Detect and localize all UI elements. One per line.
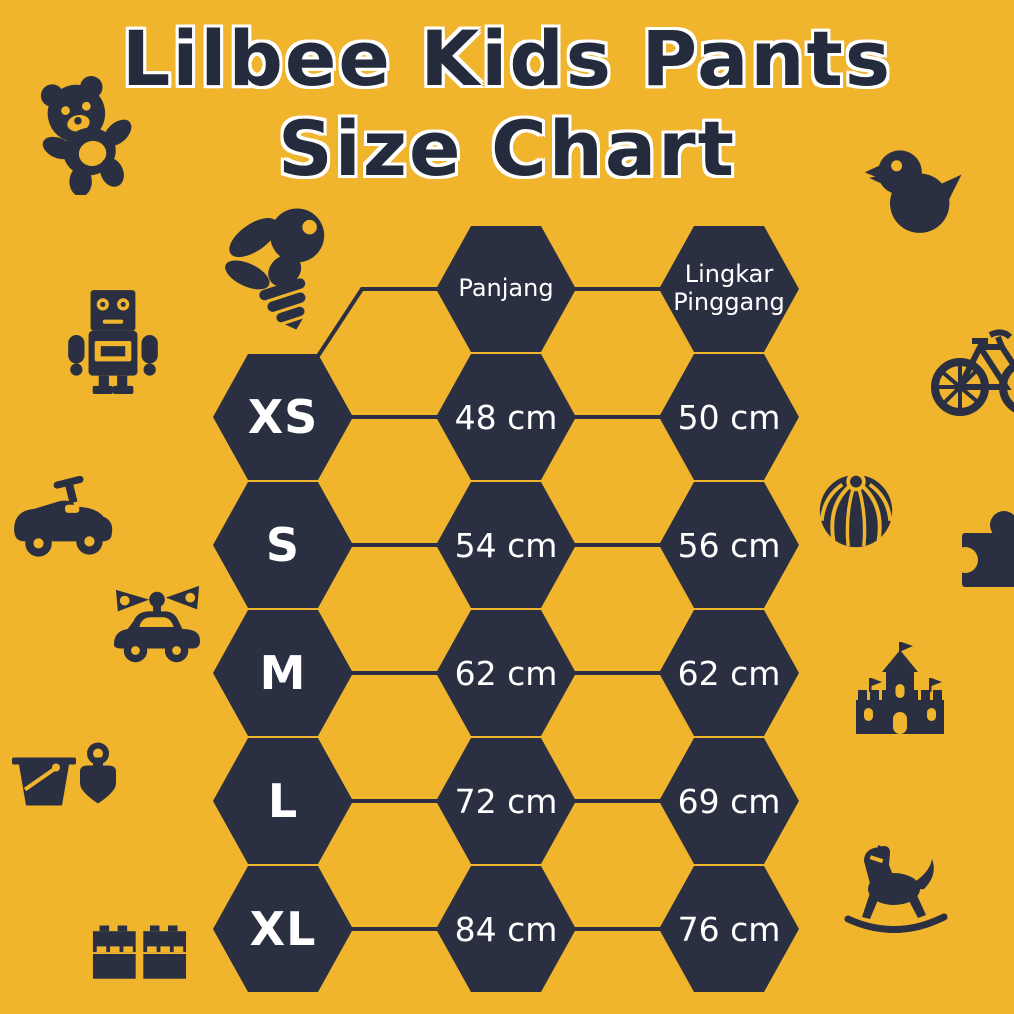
- robot-icon: [58, 282, 168, 394]
- panjang-cell-xs: 48 cm: [436, 354, 576, 480]
- lego-blocks-icon: [92, 920, 187, 988]
- ride-on-car-icon: [8, 476, 120, 566]
- size-label: XL: [249, 902, 317, 956]
- value-label: 69 cm: [677, 781, 781, 821]
- title-line-1: Lilbee Kids Pants: [121, 14, 893, 103]
- header-label: Lingkar Pinggang: [673, 260, 785, 316]
- page-title: Lilbee Kids Pants Size Chart: [0, 14, 1014, 193]
- value-label: 62 cm: [677, 653, 781, 693]
- size-label: M: [259, 646, 307, 700]
- size-label: XS: [247, 390, 319, 444]
- value-label: 56 cm: [677, 525, 781, 565]
- header-label: Panjang: [458, 274, 554, 303]
- value-label: 50 cm: [677, 397, 781, 437]
- size-label: L: [267, 774, 299, 828]
- value-label: 48 cm: [454, 397, 558, 437]
- wind-up-car-icon: [105, 582, 210, 672]
- bicycle-icon: [928, 325, 1014, 420]
- teddy-bear-icon: [18, 70, 148, 195]
- panjang-cell-xl: 84 cm: [436, 866, 576, 992]
- bee-icon: [222, 196, 337, 331]
- title-line-2: Size Chart: [277, 103, 736, 193]
- beach-ball-icon: [812, 465, 900, 553]
- rocking-horse-icon: [842, 845, 950, 940]
- value-label: 62 cm: [454, 653, 558, 693]
- value-label: 84 cm: [454, 909, 558, 949]
- rubber-duck-icon: [860, 135, 975, 245]
- value-label: 72 cm: [454, 781, 558, 821]
- bucket-and-shovel-icon: [10, 740, 122, 828]
- value-label: 76 cm: [677, 909, 781, 949]
- elbow-connector: [316, 287, 445, 358]
- size-label: S: [265, 518, 301, 572]
- value-label: 54 cm: [454, 525, 558, 565]
- castle-icon: [850, 642, 950, 737]
- puzzle-piece-icon: [952, 505, 1014, 600]
